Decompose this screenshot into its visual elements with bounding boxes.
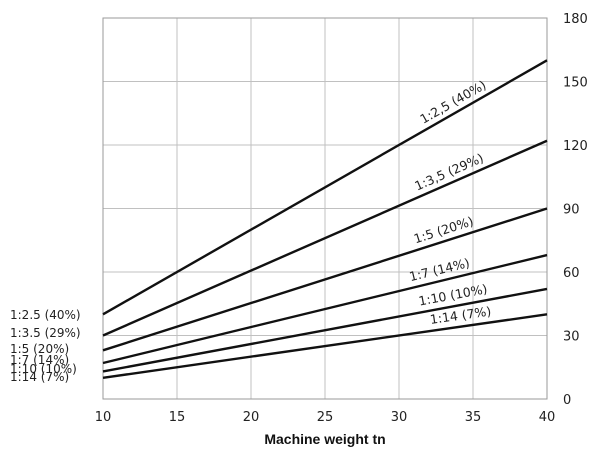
left-series-label: 1:2.5 (40%)	[10, 308, 81, 322]
y-tick-label: 120	[563, 139, 588, 154]
x-tick-label: 25	[317, 410, 334, 425]
left-series-label: 1:14 (7%)	[10, 370, 69, 384]
left-series-label: 1:7 (14%)	[10, 353, 69, 367]
series-line	[102, 253, 548, 365]
left-series-labels: 1:2.5 (40%) 1:3.5 (29%) 1:5 (20%)1:7 (14%)…	[10, 308, 81, 384]
left-series-label: 1:5 (20%)	[10, 342, 69, 356]
x-tick-label: 30	[391, 410, 408, 425]
series-line	[102, 287, 548, 373]
series-lines	[102, 59, 548, 380]
x-axis-title: Machine weight tn	[264, 431, 385, 447]
y-tick-label: 60	[563, 266, 580, 281]
y-tick-label: 0	[563, 393, 571, 408]
series-line	[102, 207, 548, 352]
x-tick-label: 15	[169, 410, 186, 425]
series-line	[102, 313, 548, 380]
x-tick-label: 10	[95, 410, 112, 425]
left-series-label: 1:10 (10%)	[10, 362, 77, 376]
tick-labels: 10 15 20 25 30 35 40 0 30 60 90 120 150 180	[95, 12, 588, 425]
series-line	[102, 139, 548, 337]
x-tick-label: 35	[465, 410, 482, 425]
y-tick-label: 150	[563, 76, 588, 91]
series-line	[102, 59, 548, 316]
x-tick-label: 40	[539, 410, 556, 425]
x-tick-label: 20	[243, 410, 260, 425]
y-tick-label: 180	[563, 12, 588, 27]
left-series-label: 1:3.5 (29%)	[10, 326, 81, 340]
y-tick-label: 30	[563, 330, 580, 345]
y-tick-label: 90	[563, 203, 580, 218]
